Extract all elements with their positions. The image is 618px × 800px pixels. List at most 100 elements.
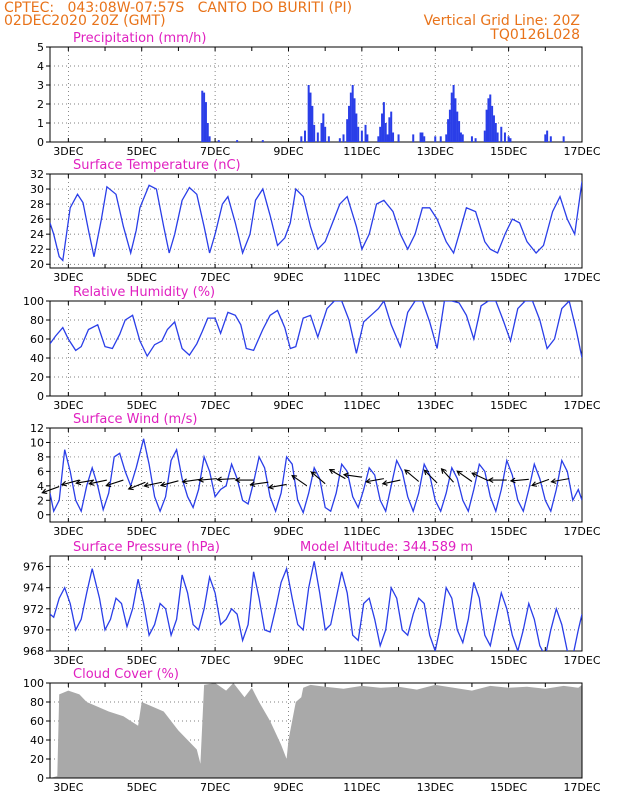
pressure-ytick-label: 968: [23, 645, 44, 658]
wind-xtick-label: 9DEC: [273, 525, 303, 538]
wind-vector: [404, 469, 420, 482]
wind-vector-head: [267, 483, 274, 490]
temp-xtick-label: 15DEC: [490, 271, 527, 284]
wind-xtick-label: 5DEC: [127, 525, 157, 538]
wind-ytick-label: 2: [37, 494, 44, 507]
precip-xtick-label: 11DEC: [343, 145, 380, 158]
temp-ytick-label: 22: [30, 243, 44, 256]
precip-bar: [423, 136, 426, 142]
precip-frame: [49, 46, 583, 143]
temp-xtick-label: 13DEC: [417, 271, 454, 284]
precip-bar: [311, 105, 314, 142]
rh-xtick-label: 3DEC: [53, 399, 83, 412]
precip-bar: [322, 113, 325, 142]
wind-vector: [250, 481, 269, 486]
wind-vector: [329, 469, 346, 480]
pressure-ytick-label: 974: [23, 582, 44, 595]
precip-xtick-label: 3DEC: [53, 145, 83, 158]
rh-xtick-label: 9DEC: [273, 399, 303, 412]
wind-xtick-label: 17DEC: [563, 525, 600, 538]
wind-vector: [128, 481, 146, 490]
precip-bar: [384, 123, 387, 142]
precip-bar: [503, 132, 506, 142]
wind-xtick-label: 7DEC: [200, 525, 230, 538]
precip-bar: [307, 85, 310, 142]
run-date: 02DEC2020 20Z (GMT): [4, 13, 166, 29]
wind-vector-head: [423, 469, 430, 476]
rh-series-line: [50, 301, 582, 359]
precip-bar: [544, 134, 547, 142]
precip-ytick-label: 2: [37, 98, 44, 111]
precip-bar: [381, 113, 384, 142]
pressure-title: Surface Pressure (hPa): [73, 540, 220, 555]
wind-vector: [382, 479, 401, 485]
precip-ytick-label: 0: [37, 136, 44, 149]
pressure-xtick-label: 9DEC: [273, 654, 303, 667]
precip-bar: [360, 130, 363, 142]
wind-vector: [268, 483, 287, 489]
wind-vector-head: [342, 472, 349, 479]
cloud-xtick-label: 9DEC: [273, 781, 303, 794]
wind-vector-head: [105, 481, 112, 488]
temp-xtick-label: 7DEC: [200, 271, 230, 284]
precip-bar: [346, 119, 349, 142]
precip-bar: [492, 115, 495, 142]
station-header: CPTEC: 043:08W-07:57S CANTO DO BURITI (P…: [4, 0, 353, 16]
precip-bar: [388, 117, 391, 142]
precip-bar: [483, 130, 486, 142]
precip-xtick-label: 9DEC: [273, 145, 303, 158]
pressure-xtick-label: 15DEC: [490, 654, 527, 667]
precip-ytick-label: 3: [37, 79, 44, 92]
precip-xtick-label: 13DEC: [417, 145, 454, 158]
grid-note: Vertical Grid Line: 20Z: [423, 13, 580, 29]
cloud-xtick-label: 11DEC: [343, 781, 380, 794]
rh-frame: [49, 300, 583, 397]
wind-vector: [198, 478, 217, 481]
cloud-xtick-label: 17DEC: [563, 781, 600, 794]
precip-bar: [445, 134, 448, 142]
rh-xtick-label: 17DEC: [563, 399, 600, 412]
wind-vector: [106, 479, 124, 487]
precip-bar: [382, 102, 385, 142]
precip-bar: [303, 130, 306, 142]
precip-bar: [353, 98, 356, 142]
pressure-frame: [49, 555, 583, 652]
precip-bar: [206, 123, 209, 142]
wind-vector-head: [234, 477, 241, 483]
wind-vector-head: [404, 469, 410, 475]
precip-bar: [366, 134, 369, 142]
pressure-series-line: [50, 561, 582, 651]
precip-bar: [448, 109, 451, 142]
precip-xtick-label: 5DEC: [127, 145, 157, 158]
cloud-ytick-label: 20: [30, 753, 44, 766]
pressure-xtick-label: 7DEC: [200, 654, 230, 667]
wind-ytick-label: 4: [37, 480, 44, 493]
wind-vector: [61, 479, 80, 486]
wind-vector-head: [310, 471, 317, 477]
precip-bar: [349, 92, 352, 142]
temp-ytick-label: 28: [30, 198, 44, 211]
precip-bar: [357, 126, 360, 142]
precip-bar: [487, 98, 490, 142]
cloud-ytick-label: 60: [30, 715, 44, 728]
precip-bar: [470, 136, 473, 142]
wind-vector: [456, 470, 473, 482]
pressure-xtick-label: 3DEC: [53, 654, 83, 667]
temp-ytick-label: 24: [30, 228, 44, 241]
wind-vector-head: [75, 479, 82, 486]
rh-xtick-label: 13DEC: [417, 399, 454, 412]
wind-vector-head: [143, 482, 150, 488]
precip-bar: [217, 140, 220, 142]
wind-vector: [217, 478, 236, 481]
precip-bar: [386, 134, 389, 142]
wind-vector-head: [197, 476, 204, 483]
wind-vector: [182, 478, 201, 483]
rh-ytick-label: 100: [23, 295, 44, 308]
precip-bar: [261, 140, 264, 142]
wind-vector: [144, 481, 163, 487]
precip-bar: [491, 105, 494, 142]
wind-vector-head: [60, 480, 67, 487]
precip-bar: [452, 85, 455, 142]
precip-bar: [450, 92, 453, 142]
rh-ytick-label: 20: [30, 371, 44, 384]
